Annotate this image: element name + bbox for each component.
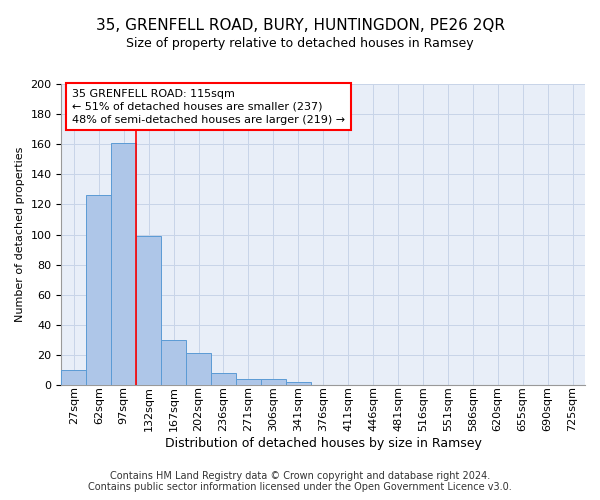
Bar — [86, 196, 111, 385]
Text: Contains HM Land Registry data © Crown copyright and database right 2024.: Contains HM Land Registry data © Crown c… — [110, 471, 490, 481]
Y-axis label: Number of detached properties: Number of detached properties — [15, 147, 25, 322]
Bar — [186, 354, 211, 385]
Text: 35, GRENFELL ROAD, BURY, HUNTINGDON, PE26 2QR: 35, GRENFELL ROAD, BURY, HUNTINGDON, PE2… — [95, 18, 505, 32]
Text: 35 GRENFELL ROAD: 115sqm
← 51% of detached houses are smaller (237)
48% of semi-: 35 GRENFELL ROAD: 115sqm ← 51% of detach… — [72, 88, 345, 125]
Text: Size of property relative to detached houses in Ramsey: Size of property relative to detached ho… — [126, 38, 474, 51]
Bar — [261, 379, 286, 385]
Bar — [211, 373, 236, 385]
Bar — [161, 340, 186, 385]
Bar — [236, 379, 261, 385]
Bar — [61, 370, 86, 385]
Text: Contains public sector information licensed under the Open Government Licence v3: Contains public sector information licen… — [88, 482, 512, 492]
Bar — [286, 382, 311, 385]
Bar — [111, 142, 136, 385]
Bar — [136, 236, 161, 385]
X-axis label: Distribution of detached houses by size in Ramsey: Distribution of detached houses by size … — [165, 437, 482, 450]
